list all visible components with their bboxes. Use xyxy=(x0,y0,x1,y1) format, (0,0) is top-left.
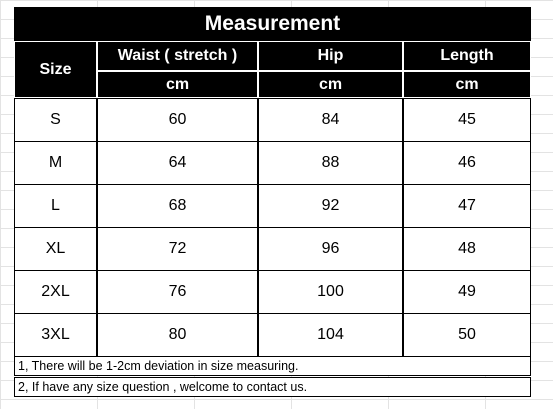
value-cell: 48 xyxy=(403,227,531,271)
table-title: Measurement xyxy=(14,7,531,41)
value-cell: 60 xyxy=(97,98,258,142)
size-cell: 2XL xyxy=(14,270,97,314)
value-cell: 80 xyxy=(97,313,258,357)
value-cell: 72 xyxy=(97,227,258,271)
value-cell: 68 xyxy=(97,184,258,228)
size-header: Size xyxy=(14,41,97,98)
value-cell: 104 xyxy=(258,313,403,357)
column-header: Hip xyxy=(258,41,403,71)
value-cell: 84 xyxy=(258,98,403,142)
column-unit: cm xyxy=(403,71,531,98)
size-cell: L xyxy=(14,184,97,228)
size-cell: S xyxy=(14,98,97,142)
size-cell: 3XL xyxy=(14,313,97,357)
column-unit: cm xyxy=(97,71,258,98)
note: 2, If have any size question , welcome t… xyxy=(14,377,531,397)
value-cell: 88 xyxy=(258,141,403,185)
value-cell: 76 xyxy=(97,270,258,314)
column-header: Length xyxy=(403,41,531,71)
value-cell: 92 xyxy=(258,184,403,228)
note: 1, There will be 1-2cm deviation in size… xyxy=(14,356,531,376)
size-cell: XL xyxy=(14,227,97,271)
value-cell: 47 xyxy=(403,184,531,228)
value-cell: 50 xyxy=(403,313,531,357)
size-cell: M xyxy=(14,141,97,185)
value-cell: 46 xyxy=(403,141,531,185)
value-cell: 45 xyxy=(403,98,531,142)
column-unit: cm xyxy=(258,71,403,98)
value-cell: 64 xyxy=(97,141,258,185)
value-cell: 100 xyxy=(258,270,403,314)
value-cell: 49 xyxy=(403,270,531,314)
value-cell: 96 xyxy=(258,227,403,271)
column-header: Waist ( stretch ) xyxy=(97,41,258,71)
